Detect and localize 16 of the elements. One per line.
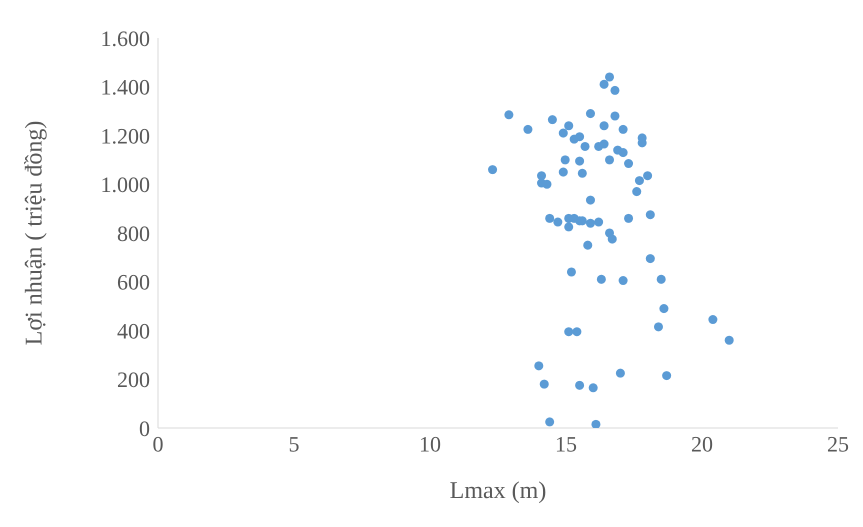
y-tick-label: 0 xyxy=(139,416,150,441)
y-tick-label: 1.600 xyxy=(100,26,150,51)
y-tick-label: 1.400 xyxy=(100,74,150,100)
y-tick-label: 1.000 xyxy=(100,172,150,198)
y-axis-title: Lợi nhuận ( triệu đồng) xyxy=(22,120,48,346)
x-tick-label: 5 xyxy=(288,432,300,457)
x-tick-label: 15 xyxy=(555,432,577,457)
x-axis-title: Lmax (m) xyxy=(450,478,546,504)
y-tick-label: 800 xyxy=(117,220,150,246)
y-tick-label: 1.200 xyxy=(100,123,150,148)
y-tick-label: 600 xyxy=(117,270,150,295)
y-tick-label: 200 xyxy=(117,367,150,392)
x-tick-label: 10 xyxy=(419,432,441,457)
y-tick-label: 400 xyxy=(117,318,150,344)
x-tick-label: 25 xyxy=(827,432,849,457)
x-tick-label: 20 xyxy=(691,432,713,457)
